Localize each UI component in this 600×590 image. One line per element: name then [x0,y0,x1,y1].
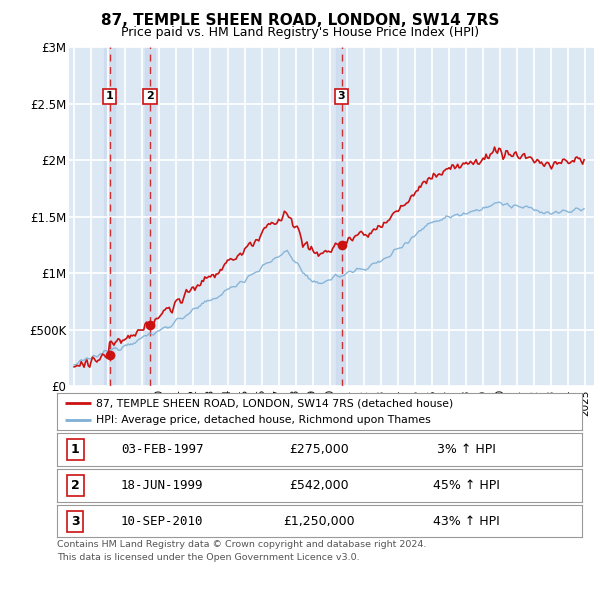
Text: 3% ↑ HPI: 3% ↑ HPI [437,442,496,456]
Text: Price paid vs. HM Land Registry's House Price Index (HPI): Price paid vs. HM Land Registry's House … [121,26,479,39]
Bar [337,47,347,386]
Text: 03-FEB-1997: 03-FEB-1997 [121,442,203,456]
Text: Contains HM Land Registry data © Crown copyright and database right 2024.: Contains HM Land Registry data © Crown c… [57,540,427,549]
Text: HPI: Average price, detached house, Richmond upon Thames: HPI: Average price, detached house, Rich… [97,415,431,425]
Text: 87, TEMPLE SHEEN ROAD, LONDON, SW14 7RS (detached house): 87, TEMPLE SHEEN ROAD, LONDON, SW14 7RS … [97,398,454,408]
Text: 3: 3 [338,91,346,101]
Text: 1: 1 [106,91,113,101]
Text: 1: 1 [71,442,80,456]
Text: 45% ↑ HPI: 45% ↑ HPI [433,478,500,492]
Text: £275,000: £275,000 [290,442,349,456]
Text: 43% ↑ HPI: 43% ↑ HPI [433,514,500,528]
Text: 18-JUN-1999: 18-JUN-1999 [121,478,203,492]
Text: 2: 2 [146,91,154,101]
Bar [104,47,115,386]
Text: 87, TEMPLE SHEEN ROAD, LONDON, SW14 7RS: 87, TEMPLE SHEEN ROAD, LONDON, SW14 7RS [101,13,499,28]
Text: 10-SEP-2010: 10-SEP-2010 [121,514,203,528]
Text: 2: 2 [71,478,80,492]
Text: This data is licensed under the Open Government Licence v3.0.: This data is licensed under the Open Gov… [57,553,359,562]
Text: £542,000: £542,000 [290,478,349,492]
Text: 3: 3 [71,514,80,528]
Text: £1,250,000: £1,250,000 [284,514,355,528]
Bar [145,47,155,386]
